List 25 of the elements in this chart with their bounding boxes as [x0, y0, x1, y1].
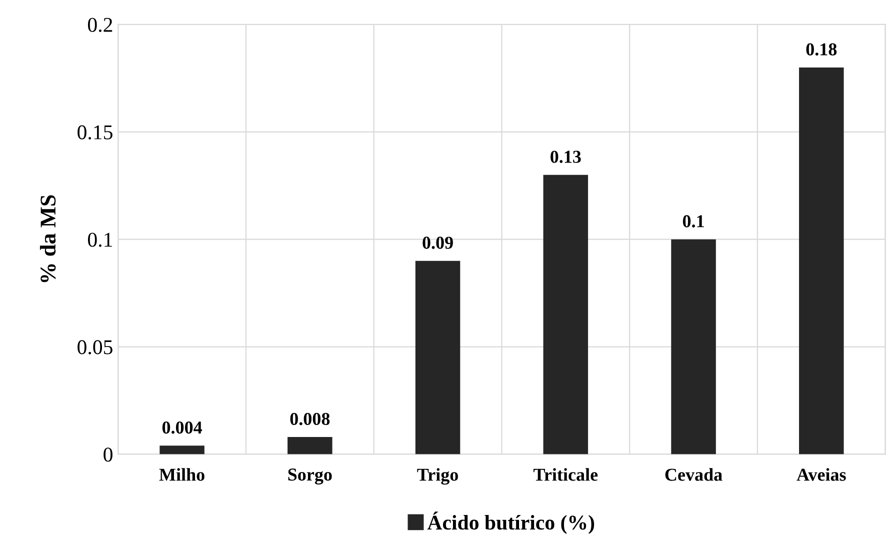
data-label: 0.09 — [422, 236, 453, 249]
data-label: 0.18 — [806, 43, 837, 56]
bar — [160, 446, 204, 454]
legend-label: Ácido butírico (%) — [427, 512, 594, 534]
x-tick-label: Trigo — [417, 468, 458, 485]
y-tick-label: 0.05 — [78, 340, 112, 354]
x-tick-label: Milho — [159, 468, 204, 481]
y-tick-label: 0 — [104, 448, 112, 462]
y-tick-label: 0.2 — [88, 18, 112, 32]
bar — [288, 437, 332, 454]
bar — [671, 239, 716, 454]
y-tick-label: 0.1 — [88, 232, 112, 247]
data-label: 0.008 — [290, 412, 330, 426]
y-axis-title: % da MS — [40, 195, 56, 282]
x-tick-label: Sorgo — [288, 468, 332, 485]
data-label: 0.13 — [550, 150, 581, 163]
x-tick-label: Triticale — [534, 468, 598, 481]
data-label: 0.1 — [682, 215, 704, 228]
y-tick-label: 0.15 — [78, 125, 112, 140]
x-tick-label: Aveias — [796, 468, 846, 481]
bar — [415, 260, 460, 454]
x-tick-label: Cevada — [665, 468, 722, 481]
data-label: 0.004 — [162, 421, 202, 434]
bar — [543, 174, 588, 454]
bar — [799, 67, 844, 454]
